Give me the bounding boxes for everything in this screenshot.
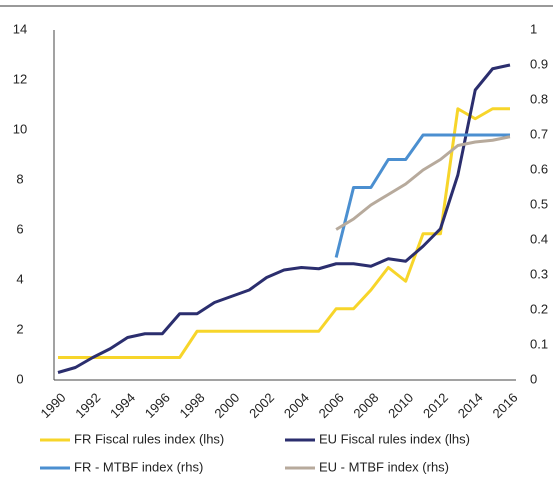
x-tick-label: 2000 (211, 390, 242, 421)
y-tick-label: 4 (16, 271, 23, 286)
x-tick-label: 2002 (246, 390, 277, 421)
x-tick-label: 1992 (72, 390, 103, 421)
y2-tick-label: 0.5 (530, 196, 548, 211)
y-tick-label: 14 (13, 21, 27, 36)
y-tick-label: 8 (16, 171, 23, 186)
y2-tick-label: 0.2 (530, 301, 548, 316)
y2-tick-label: 0.1 (530, 336, 548, 351)
y-tick-label: 6 (16, 221, 23, 236)
y-tick-label: 12 (13, 71, 27, 86)
x-tick-label: 2014 (455, 390, 486, 421)
x-tick-label: 2016 (489, 390, 520, 421)
series-line (57, 63, 511, 374)
x-tick-label: 1996 (142, 390, 173, 421)
x-tick-label: 2006 (316, 390, 347, 421)
x-tick-label: 1994 (107, 390, 138, 421)
y2-tick-label: 0.3 (530, 266, 548, 281)
legend-label: FR Fiscal rules index (lhs) (74, 431, 224, 446)
y2-tick-label: 0.6 (530, 161, 548, 176)
y2-tick-label: 0.9 (530, 56, 548, 71)
series-line (335, 135, 511, 231)
y2-tick-label: 0.8 (530, 91, 548, 106)
x-tick-label: 2008 (350, 390, 381, 421)
x-tick-label: 2012 (420, 390, 451, 421)
legend-label: EU Fiscal rules index (lhs) (319, 431, 470, 446)
x-tick-label: 2004 (281, 390, 312, 421)
y2-tick-label: 0 (530, 371, 537, 386)
y-tick-label: 2 (16, 321, 23, 336)
x-tick-label: 1998 (177, 390, 208, 421)
series-line (334, 133, 510, 258)
y2-tick-label: 0.4 (530, 231, 548, 246)
x-tick-label: 1990 (37, 390, 68, 421)
y2-tick-label: 0.7 (530, 126, 548, 141)
y-tick-label: 10 (13, 121, 27, 136)
legend-label: EU - MTBF index (rhs) (319, 459, 449, 474)
series-line (58, 107, 510, 359)
legend-label: FR - MTBF index (rhs) (74, 459, 203, 474)
x-tick-label: 2010 (385, 390, 416, 421)
y-tick-label: 0 (16, 371, 23, 386)
y2-tick-label: 1 (530, 21, 537, 36)
